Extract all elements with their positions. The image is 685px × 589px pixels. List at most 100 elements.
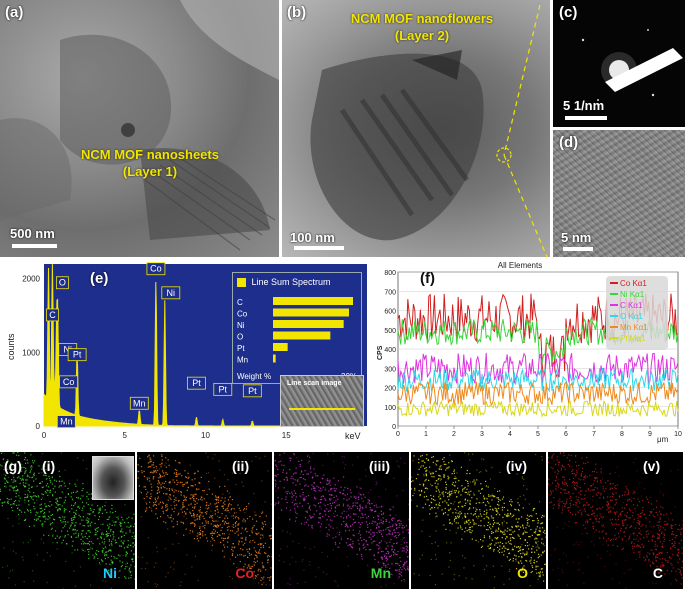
inset-category-label: C [237, 298, 243, 307]
linescan-xtick-label: 3 [480, 431, 484, 438]
linescan-ytick-label: 700 [384, 289, 396, 296]
inset-bar [273, 320, 344, 328]
linescan-ytick-label: 300 [384, 366, 396, 373]
inset-category-label: Co [237, 310, 248, 319]
eds-xlabel: keV [345, 431, 361, 441]
panel-f-label: (f) [420, 270, 435, 287]
panel-g-maps: (i) Ni (ii) Co (iii) Mn (iv) O (v) C (g) [0, 452, 685, 589]
map-dots [548, 452, 683, 589]
linescan-legend-label: Co Kα1 [620, 279, 647, 288]
eds-peak-text: Ni [167, 288, 176, 298]
panel-a-scale-bar [12, 244, 57, 248]
eds-ylabel: counts [6, 333, 16, 360]
map-panel-ni: (i) Ni [0, 452, 135, 589]
eds-peak-text: Pt [73, 350, 82, 360]
linescan-ytick-label: 800 [384, 270, 396, 277]
map-roman-label: (v) [643, 458, 661, 474]
linescan-series-line [397, 400, 679, 418]
panel-a-title: NCM MOF nanosheets (Layer 1) [70, 146, 230, 180]
map-roman-label: (ii) [232, 458, 250, 474]
linescan-series-line [397, 380, 679, 406]
eds-peak-label: Ni [161, 286, 181, 300]
eds-peak-text: Pt [192, 378, 201, 388]
eds-spectrum-line [43, 263, 303, 427]
map-panel-mn: (iii) Mn [274, 452, 409, 589]
eds-xtick-label: 5 [123, 431, 128, 440]
linescan-xtick-label: 4 [508, 431, 512, 438]
panel-d-label: (d) [559, 134, 579, 151]
eds-peak-text: Pt [248, 386, 257, 396]
panel-e-eds: counts keV 0 1000 2000 0 5 10 15 O C Ni Co Pt Mn Mn… [0, 260, 370, 450]
inset-bar [273, 297, 353, 305]
inset-bar [273, 308, 349, 317]
inset-legend: Line Sum Spectrum [237, 277, 331, 288]
panel-b-scale-bar [294, 246, 344, 250]
inset-bar [273, 343, 288, 351]
linescan-legend-box [606, 276, 668, 350]
eds-peak-label: Pt [242, 384, 262, 398]
linescan-xtick-label: 7 [592, 431, 596, 438]
map-dots [274, 452, 409, 589]
map-panel-c: (v) C [548, 452, 683, 589]
linescan-legend-label: Mn Kα1 [620, 323, 648, 332]
panel-g-label: (g) [4, 458, 22, 474]
inset-category-label: O [237, 333, 243, 342]
line-scan-line [289, 408, 355, 410]
panel-a-scale-text: 500 nm [10, 226, 55, 241]
panel-d-noise [553, 130, 685, 257]
eds-xtick-label: 0 [42, 431, 47, 440]
eds-peak-text: Co [150, 264, 162, 274]
linescan-xlabel: μm [657, 435, 669, 444]
panel-b-label: (b) [287, 4, 307, 21]
eds-peak-label: Pt [213, 382, 233, 396]
linescan-legend-label: O Kα1 [620, 312, 643, 321]
linescan-title: All Elements [498, 261, 542, 270]
panel-c-scale-bar [565, 116, 607, 120]
map-element-label: C [652, 565, 663, 581]
map-dots [137, 452, 272, 589]
panel-b-tem: (b) NCM MOF nanoflowers (Layer 2) 100 nm [282, 0, 550, 257]
linescan-xtick-label: 8 [620, 431, 624, 438]
linescan-ytick-label: 200 [384, 386, 396, 393]
linescan-xtick-label: 5 [536, 431, 540, 438]
linescan-chart: All Elements CPS μm 01002003004005006007… [377, 261, 682, 444]
linescan-ytick-label: 100 [384, 405, 396, 412]
panel-a-tem: (a) NCM MOF nanosheets (Layer 1) 500 nm [0, 0, 279, 257]
panel-e-label: (e) [90, 270, 109, 287]
map-roman-label: (iii) [369, 458, 390, 474]
line-scan-image: Line scan image [280, 375, 364, 427]
panel-b-title: NCM MOF nanoflowers (Layer 2) [337, 10, 507, 44]
linescan-xtick-label: 1 [424, 431, 428, 438]
map-roman-label: (iv) [506, 458, 527, 474]
eds-peak-label: Co [59, 375, 78, 389]
eds-peak-text: Pt [219, 384, 228, 394]
eds-peak-text: O [59, 278, 66, 288]
linescan-ytick-label: 400 [384, 347, 396, 354]
inset-category-label: Mn [237, 356, 248, 365]
linescan-series-line [397, 352, 679, 386]
panel-b-scale-text: 100 nm [290, 230, 335, 245]
panel-d-scale-text: 5 nm [561, 230, 592, 245]
inset-xlabel: Weight % [237, 372, 271, 381]
eds-peak-text: Co [63, 377, 75, 387]
linescan-xtick-label: 2 [452, 431, 456, 438]
panel-d-scale-bar [563, 247, 593, 251]
eds-ytick-label: 2000 [22, 275, 40, 284]
panel-c-scale-text: 5 1/nm [563, 98, 605, 113]
linescan-xtick-label: 10 [674, 431, 682, 438]
eds-ytick-label: 0 [36, 422, 41, 431]
map-inset-tem [92, 456, 134, 500]
panel-b-title-line2: (Layer 2) [394, 28, 450, 43]
panel-a-title-line1: NCM MOF nanosheets [81, 147, 219, 162]
linescan-legend-label: Ni Kα1 [620, 290, 645, 299]
eds-peak-label: C [46, 308, 59, 322]
eds-peak-label: O [55, 276, 69, 290]
map-panel-co: (ii) Co [137, 452, 272, 589]
inset-category-label: Pt [237, 344, 245, 353]
linescan-xtick-label: 9 [648, 431, 652, 438]
eds-xtick-label: 15 [282, 431, 291, 440]
line-scan-caption: Line scan image [287, 380, 342, 387]
eds-peak-label: Pt [187, 376, 206, 390]
